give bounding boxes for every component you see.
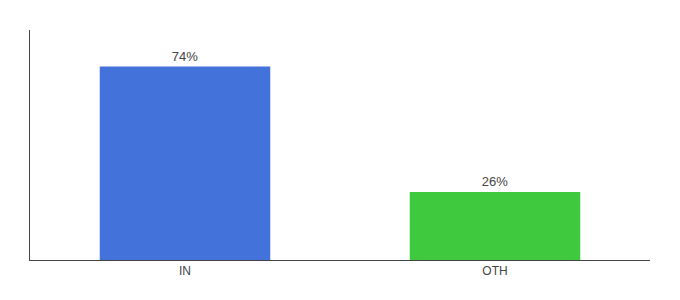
svg-text:OTH: OTH [482, 264, 507, 278]
svg-text:26%: 26% [482, 174, 508, 189]
svg-text:74%: 74% [172, 49, 198, 64]
svg-text:IN: IN [179, 264, 191, 278]
